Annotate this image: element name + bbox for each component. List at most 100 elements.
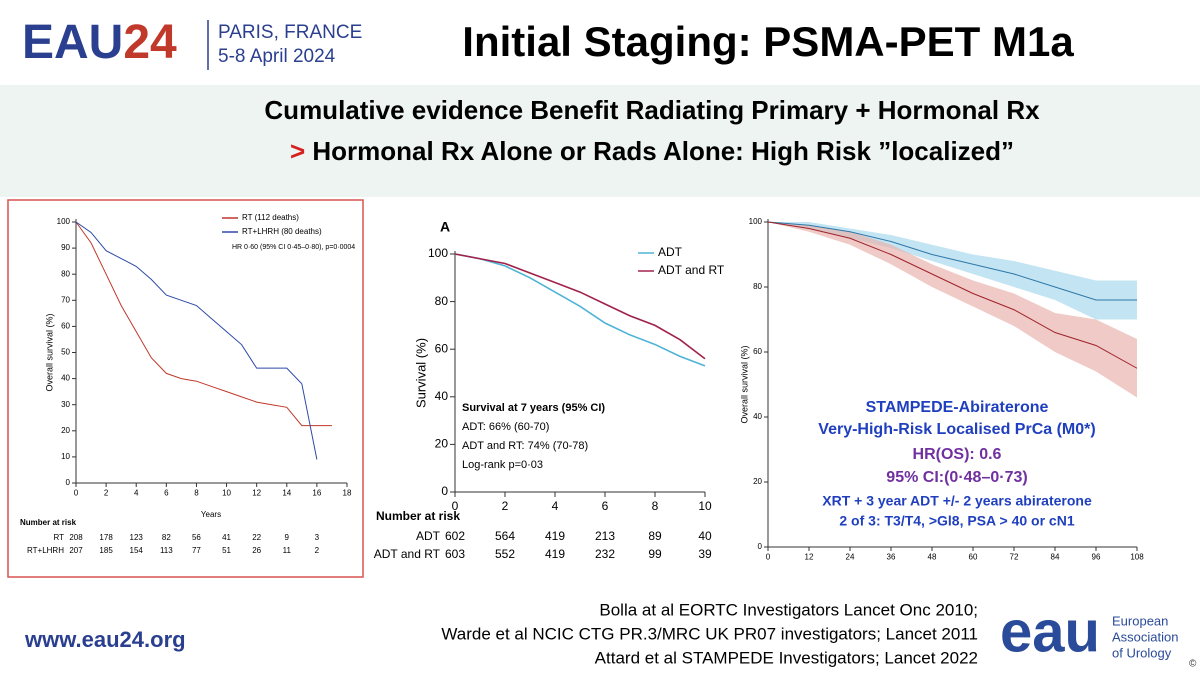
annotation: STAMPEDE-Abiraterone — [866, 399, 1049, 416]
risk-value: 123 — [130, 533, 144, 542]
dates: 5-8 April 2024 — [218, 46, 336, 67]
x-tick-label: 0 — [74, 489, 79, 498]
y-tick-label: 80 — [435, 294, 449, 308]
survival-curve — [767, 221, 1138, 369]
risk-label: RT — [53, 533, 64, 542]
y-axis-label: Overall survival (%) — [44, 313, 54, 391]
risk-value: 2 — [315, 546, 320, 555]
risk-value: 82 — [162, 533, 171, 542]
ci-band — [768, 222, 1137, 320]
x-tick-label: 10 — [698, 499, 712, 513]
reference: Warde et al NCIC CTG PR.3/MRC UK PR07 in… — [441, 624, 978, 643]
y-tick-label: 0 — [66, 478, 71, 487]
x-tick-label: 60 — [969, 553, 978, 562]
risk-label: ADT — [416, 529, 441, 543]
y-tick-label: 40 — [61, 374, 70, 383]
logo-year: 24 — [123, 16, 177, 69]
risk-value: 26 — [252, 546, 261, 555]
title: Initial Staging: PSMA-PET M1a — [462, 18, 1074, 65]
logo: EAU24 — [22, 16, 177, 69]
subtitle-band — [0, 85, 1200, 197]
risk-value: 208 — [69, 533, 83, 542]
x-tick-label: 12 — [805, 553, 814, 562]
x-tick-label: 108 — [1130, 553, 1144, 562]
survival-curve — [75, 221, 332, 427]
subtitle-line: > Hormonal Rx Alone or Rads Alone: High … — [290, 136, 1014, 166]
subtitle-line: Cumulative evidence Benefit Radiating Pr… — [264, 95, 1040, 125]
risk-value: 213 — [595, 529, 615, 543]
risk-value: 419 — [545, 547, 565, 561]
marker: > — [290, 136, 305, 166]
y-tick-label: 40 — [435, 389, 449, 403]
risk-value: 56 — [192, 533, 201, 542]
x-tick-label: 36 — [887, 553, 896, 562]
box-text: ADT and RT: 74% (70-78) — [462, 440, 588, 452]
x-tick-label: 14 — [282, 489, 291, 498]
y-tick-label: 60 — [61, 322, 70, 331]
risk-value: 51 — [222, 546, 231, 555]
panel — [7, 199, 364, 578]
y-tick-label: 100 — [749, 217, 763, 226]
risk-value: 602 — [445, 529, 465, 543]
risk-label: RT+LHRH — [27, 546, 64, 555]
risk-value: 41 — [222, 533, 231, 542]
risk-value: 552 — [495, 547, 515, 561]
x-tick-label: 8 — [194, 489, 199, 498]
x-tick-label: 12 — [252, 489, 261, 498]
legend-label: ADT — [658, 245, 683, 259]
risk-title: Number at risk — [20, 518, 77, 527]
org-line: Association — [1112, 629, 1178, 644]
risk-value: 603 — [445, 547, 465, 561]
legend-label: RT+LHRH (80 deaths) — [242, 227, 322, 236]
x-axis-label: Years — [201, 510, 221, 519]
risk-value: 9 — [285, 533, 290, 542]
panel — [372, 203, 716, 575]
y-tick-label: 20 — [435, 437, 449, 451]
annotation: 95% CI:(0·48–0·73) — [886, 469, 1027, 486]
risk-value: 232 — [595, 547, 615, 561]
x-tick-label: 4 — [134, 489, 139, 498]
subtitle-text: Hormonal Rx Alone or Rads Alone: High Ri… — [312, 136, 1014, 166]
logo-eau: EAU — [22, 16, 123, 69]
risk-value: 89 — [648, 529, 662, 543]
risk-value: 113 — [160, 546, 173, 555]
risk-value: 39 — [698, 547, 712, 561]
x-tick-label: 48 — [928, 553, 937, 562]
x-tick-label: 0 — [452, 499, 459, 513]
risk-title: Number at risk — [376, 509, 460, 523]
legend-label: ADT and RT — [658, 263, 725, 277]
y-tick-label: 0 — [441, 484, 448, 498]
risk-value: 40 — [698, 529, 712, 543]
x-tick-label: 18 — [343, 489, 352, 498]
y-tick-label: 60 — [435, 341, 449, 355]
y-tick-label: 20 — [61, 426, 70, 435]
risk-value: 178 — [99, 533, 113, 542]
y-tick-label: 100 — [428, 246, 448, 260]
org-line: European — [1112, 613, 1168, 628]
annotation: Very-High-Risk Localised PrCa (M0*) — [818, 421, 1095, 438]
x-tick-label: 10 — [222, 489, 231, 498]
url: www.eau24.org — [24, 627, 186, 652]
panel — [726, 210, 1176, 575]
org-line: of Urology — [1112, 645, 1172, 660]
y-tick-label: 70 — [61, 295, 70, 304]
x-tick-label: 72 — [1010, 553, 1019, 562]
y-tick-label: 30 — [61, 400, 70, 409]
survival-curve — [75, 221, 318, 460]
y-tick-label: 60 — [753, 347, 762, 356]
y-axis-label: Overall survival (%) — [739, 345, 749, 423]
annotation: HR(OS): 0.6 — [913, 446, 1002, 463]
copyright: © — [1189, 659, 1197, 670]
x-tick-label: 8 — [652, 499, 659, 513]
x-tick-label: 4 — [552, 499, 559, 513]
survival-curve — [454, 253, 706, 367]
risk-value: 22 — [252, 533, 261, 542]
panel-label: A — [440, 219, 450, 235]
risk-value: 99 — [648, 547, 662, 561]
annotation: HR 0·60 (95% CI 0·45–0·80), p=0·0004 — [232, 244, 355, 251]
x-tick-label: 96 — [1092, 553, 1101, 562]
location: PARIS, FRANCE — [218, 22, 362, 43]
x-tick-label: 0 — [766, 553, 771, 562]
box-text: Survival at 7 years (95% CI) — [462, 402, 605, 414]
